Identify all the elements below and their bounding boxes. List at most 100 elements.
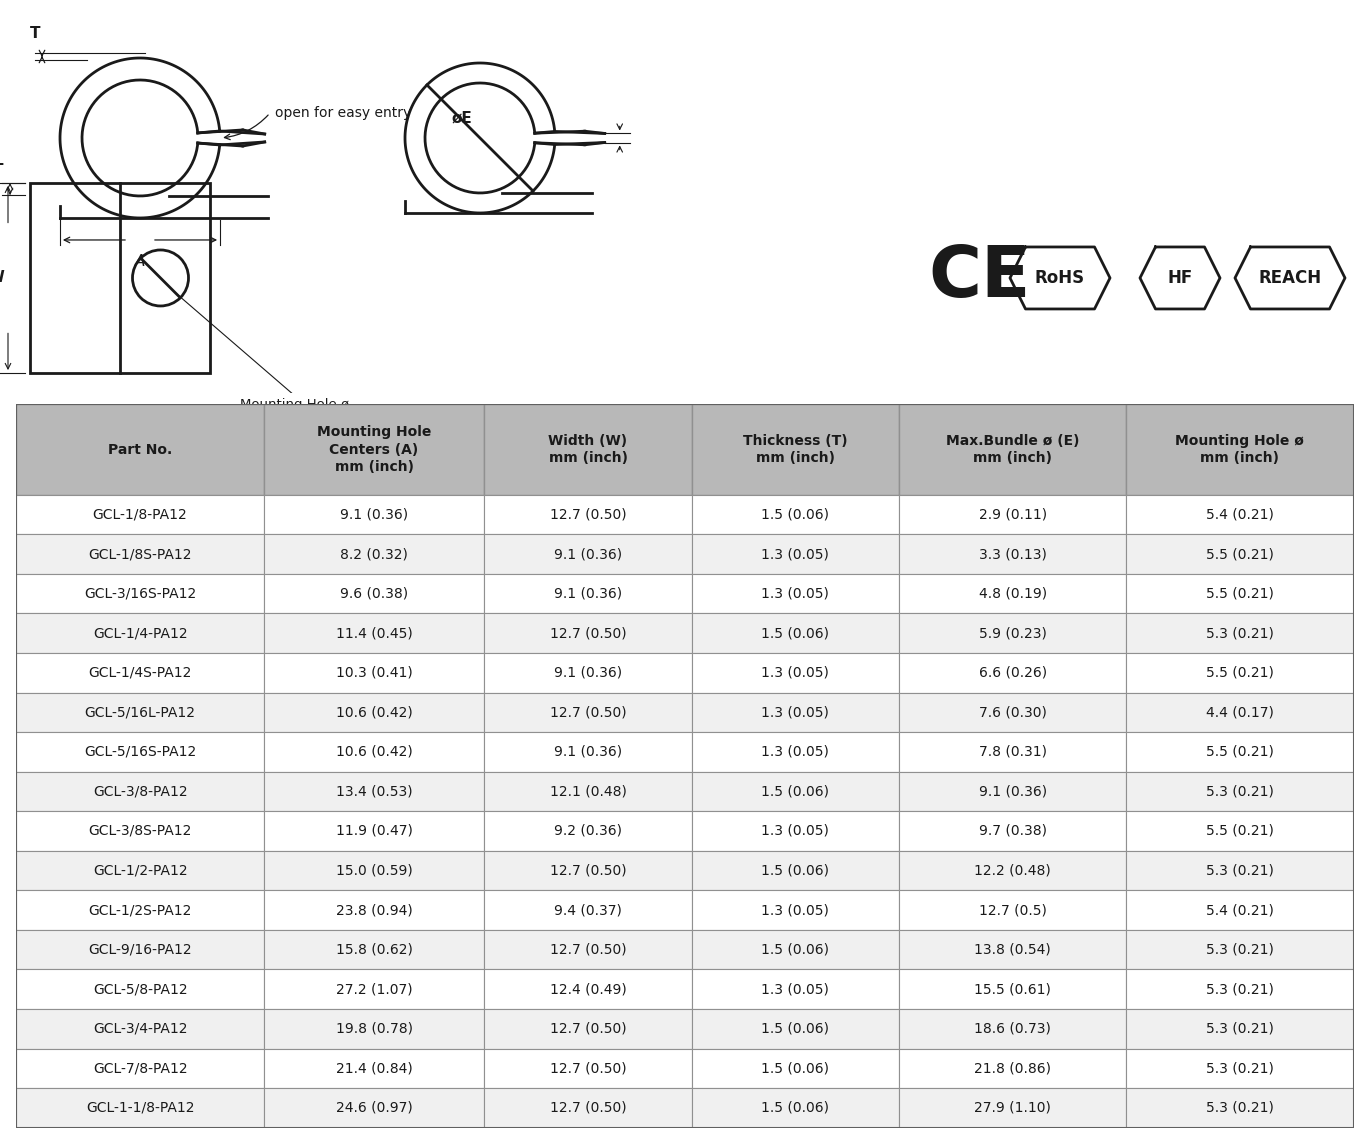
Bar <box>264 929 485 969</box>
Bar <box>1126 653 1354 693</box>
Text: 12.2 (0.48): 12.2 (0.48) <box>974 863 1051 877</box>
Text: 12.7 (0.50): 12.7 (0.50) <box>549 863 626 877</box>
Bar <box>692 891 899 929</box>
Text: GCL-9/16-PA12: GCL-9/16-PA12 <box>88 943 192 957</box>
Text: 5.3 (0.21): 5.3 (0.21) <box>1206 1100 1274 1115</box>
Text: 21.8 (0.86): 21.8 (0.86) <box>974 1062 1051 1075</box>
Text: 1.5 (0.06): 1.5 (0.06) <box>762 508 829 522</box>
Text: 15.0 (0.59): 15.0 (0.59) <box>336 863 412 877</box>
Bar <box>16 929 264 969</box>
Text: Width (W)
mm (inch): Width (W) mm (inch) <box>548 434 627 466</box>
Text: 5.3 (0.21): 5.3 (0.21) <box>1206 626 1274 640</box>
Text: GCL-1/2S-PA12: GCL-1/2S-PA12 <box>89 903 192 917</box>
Bar <box>16 1088 264 1128</box>
Bar <box>1126 891 1354 929</box>
Bar <box>16 891 264 929</box>
Text: GCL-1/4S-PA12: GCL-1/4S-PA12 <box>89 665 192 680</box>
Bar <box>1126 929 1354 969</box>
Bar <box>264 1049 485 1088</box>
Bar <box>485 574 692 614</box>
Bar <box>899 771 1126 811</box>
Text: 12.7 (0.50): 12.7 (0.50) <box>549 1100 626 1115</box>
Bar <box>485 1049 692 1088</box>
Bar <box>16 811 264 851</box>
Text: Mounting Hole ø: Mounting Hole ø <box>240 398 349 411</box>
Bar <box>692 614 899 653</box>
Text: 9.4 (0.37): 9.4 (0.37) <box>553 903 622 917</box>
Text: GCL-1/2-PA12: GCL-1/2-PA12 <box>93 863 188 877</box>
Bar <box>1126 969 1354 1009</box>
Text: 21.4 (0.84): 21.4 (0.84) <box>336 1062 412 1075</box>
Text: Mounting Hole ø
mm (inch): Mounting Hole ø mm (inch) <box>1175 434 1304 466</box>
Text: 2.9 (0.11): 2.9 (0.11) <box>978 508 1047 522</box>
Text: HF: HF <box>1167 269 1193 287</box>
Text: 6.6 (0.26): 6.6 (0.26) <box>978 665 1047 680</box>
Text: Max.Bundle ø (E)
mm (inch): Max.Bundle ø (E) mm (inch) <box>945 434 1080 466</box>
Text: W: W <box>0 270 4 286</box>
Bar <box>1126 494 1354 534</box>
Bar <box>16 1009 264 1049</box>
Text: 5.3 (0.21): 5.3 (0.21) <box>1206 785 1274 798</box>
Bar <box>692 1049 899 1088</box>
Bar <box>485 851 692 891</box>
Bar <box>899 574 1126 614</box>
Bar <box>899 653 1126 693</box>
Bar <box>692 574 899 614</box>
Bar <box>485 693 692 732</box>
Bar <box>1126 732 1354 771</box>
Text: 5.4 (0.21): 5.4 (0.21) <box>1206 508 1274 522</box>
Bar <box>692 653 899 693</box>
Text: 27.2 (1.07): 27.2 (1.07) <box>336 982 412 997</box>
Text: 7.8 (0.31): 7.8 (0.31) <box>978 745 1047 759</box>
Text: 5.5 (0.21): 5.5 (0.21) <box>1206 587 1274 600</box>
Text: 9.6 (0.38): 9.6 (0.38) <box>340 587 408 600</box>
Bar <box>16 404 264 494</box>
Bar <box>264 653 485 693</box>
Text: 5.9 (0.23): 5.9 (0.23) <box>978 626 1047 640</box>
Bar <box>899 1088 1126 1128</box>
Text: 19.8 (0.78): 19.8 (0.78) <box>336 1022 412 1035</box>
Text: 12.4 (0.49): 12.4 (0.49) <box>549 982 626 997</box>
Text: 12.7 (0.50): 12.7 (0.50) <box>549 508 626 522</box>
Bar <box>485 1009 692 1049</box>
Text: 4.4 (0.17): 4.4 (0.17) <box>1206 705 1274 720</box>
Text: 11.4 (0.45): 11.4 (0.45) <box>336 626 412 640</box>
Bar <box>899 404 1126 494</box>
Text: øE: øE <box>452 110 473 125</box>
Bar <box>485 811 692 851</box>
Text: 12.7 (0.50): 12.7 (0.50) <box>549 626 626 640</box>
Text: 12.1 (0.48): 12.1 (0.48) <box>549 785 626 798</box>
Text: CE: CE <box>929 244 1032 312</box>
Text: 9.1 (0.36): 9.1 (0.36) <box>553 745 622 759</box>
Text: 11.9 (0.47): 11.9 (0.47) <box>336 823 412 838</box>
Text: 13.8 (0.54): 13.8 (0.54) <box>974 943 1051 957</box>
Bar <box>485 404 692 494</box>
Bar <box>264 851 485 891</box>
Text: Thickness (T)
mm (inch): Thickness (T) mm (inch) <box>743 434 848 466</box>
Bar <box>485 732 692 771</box>
Text: 1.5 (0.06): 1.5 (0.06) <box>762 1022 829 1035</box>
Text: 5.3 (0.21): 5.3 (0.21) <box>1206 863 1274 877</box>
Text: 5.3 (0.21): 5.3 (0.21) <box>1206 943 1274 957</box>
Bar <box>30 183 210 372</box>
Bar <box>899 614 1126 653</box>
Text: 5.3 (0.21): 5.3 (0.21) <box>1206 1022 1274 1035</box>
Bar <box>692 771 899 811</box>
Text: 1.5 (0.06): 1.5 (0.06) <box>762 863 829 877</box>
Text: Mounting Hole
Centers (A)
mm (inch): Mounting Hole Centers (A) mm (inch) <box>316 425 432 475</box>
Text: 1.3 (0.05): 1.3 (0.05) <box>762 587 829 600</box>
Bar <box>264 494 485 534</box>
Bar <box>899 811 1126 851</box>
Text: 12.7 (0.50): 12.7 (0.50) <box>549 943 626 957</box>
Text: 1.3 (0.05): 1.3 (0.05) <box>762 823 829 838</box>
Bar <box>264 771 485 811</box>
Bar <box>485 614 692 653</box>
Bar <box>899 969 1126 1009</box>
Text: 5.4 (0.21): 5.4 (0.21) <box>1206 903 1274 917</box>
Bar <box>692 929 899 969</box>
Text: 1.5 (0.06): 1.5 (0.06) <box>762 1062 829 1075</box>
Bar <box>1126 614 1354 653</box>
Bar <box>692 1009 899 1049</box>
Bar <box>692 693 899 732</box>
Bar <box>16 969 264 1009</box>
